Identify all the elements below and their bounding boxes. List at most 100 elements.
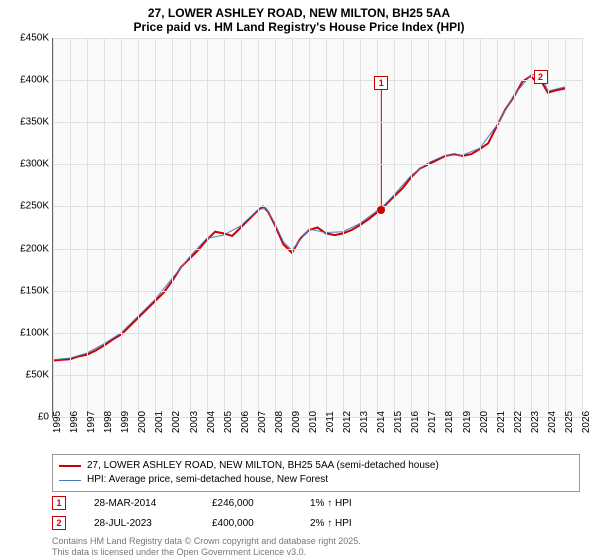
gridline	[53, 206, 582, 207]
gridline-vertical	[565, 38, 566, 417]
marker-date: 28-MAR-2014	[94, 498, 184, 509]
attribution-line1: Contains HM Land Registry data © Crown c…	[52, 536, 590, 547]
x-axis: 1995199619971998199920002001200220032004…	[52, 418, 582, 450]
gridline	[53, 375, 582, 376]
gridline-vertical	[480, 38, 481, 417]
gridline-vertical	[155, 38, 156, 417]
x-axis-label: 2005	[223, 411, 234, 433]
gridline-vertical	[138, 38, 139, 417]
marker-number-box: 1	[52, 496, 66, 510]
gridline-vertical	[241, 38, 242, 417]
x-axis-label: 2008	[274, 411, 285, 433]
gridline-vertical	[104, 38, 105, 417]
y-axis-label: £250K	[20, 201, 53, 212]
x-axis-label: 2013	[359, 411, 370, 433]
gridline-vertical	[326, 38, 327, 417]
y-axis-label: £450K	[20, 33, 53, 44]
marker-price: £246,000	[212, 498, 282, 509]
price-point-marker	[377, 206, 385, 214]
marker-diff: 2% ↑ HPI	[310, 518, 390, 529]
gridline-vertical	[394, 38, 395, 417]
gridline-vertical	[531, 38, 532, 417]
x-axis-label: 2024	[547, 411, 558, 433]
gridline-vertical	[207, 38, 208, 417]
gridline-vertical	[360, 38, 361, 417]
y-axis-label: £150K	[20, 285, 53, 296]
legend-swatch-1	[59, 465, 81, 467]
marker-number-box: 2	[52, 516, 66, 530]
legend-swatch-2	[59, 480, 81, 481]
plot-area: £0£50K£100K£150K£200K£250K£300K£350K£400…	[52, 38, 582, 418]
x-axis-label: 2016	[410, 411, 421, 433]
x-axis-label: 2000	[137, 411, 148, 433]
x-axis-label: 2010	[308, 411, 319, 433]
gridline-vertical	[172, 38, 173, 417]
gridline-vertical	[190, 38, 191, 417]
legend-row-1: 27, LOWER ASHLEY ROAD, NEW MILTON, BH25 …	[59, 459, 573, 473]
legend-label-1: 27, LOWER ASHLEY ROAD, NEW MILTON, BH25 …	[87, 459, 439, 473]
x-axis-label: 2004	[206, 411, 217, 433]
callout-box: 2	[534, 70, 548, 84]
marker-diff: 1% ↑ HPI	[310, 498, 390, 509]
x-axis-label: 2019	[462, 411, 473, 433]
x-axis-label: 2025	[564, 411, 575, 433]
x-axis-label: 2018	[444, 411, 455, 433]
gridline	[53, 38, 582, 39]
gridline-vertical	[428, 38, 429, 417]
x-axis-label: 2002	[171, 411, 182, 433]
x-axis-label: 1999	[120, 411, 131, 433]
legend-row-2: HPI: Average price, semi-detached house,…	[59, 473, 573, 487]
gridline	[53, 333, 582, 334]
marker-info-row: 1 28-MAR-2014 £246,000 1% ↑ HPI	[52, 496, 580, 510]
gridline-vertical	[275, 38, 276, 417]
gridline-vertical	[121, 38, 122, 417]
x-axis-label: 2022	[513, 411, 524, 433]
x-axis-label: 1998	[103, 411, 114, 433]
y-axis-label: £50K	[26, 369, 53, 380]
gridline-vertical	[53, 38, 54, 417]
gridline-vertical	[309, 38, 310, 417]
gridline-vertical	[292, 38, 293, 417]
x-axis-label: 2007	[257, 411, 268, 433]
gridline-vertical	[411, 38, 412, 417]
gridline	[53, 80, 582, 81]
attribution: Contains HM Land Registry data © Crown c…	[52, 536, 590, 558]
y-axis-label: £0	[38, 412, 53, 423]
marker-info-row: 228-JUL-2023£400,0002% ↑ HPI	[52, 516, 580, 530]
x-axis-label: 1996	[69, 411, 80, 433]
gridline-vertical	[258, 38, 259, 417]
attribution-line2: This data is licensed under the Open Gov…	[52, 547, 590, 558]
x-axis-label: 2014	[376, 411, 387, 433]
chart-container: 27, LOWER ASHLEY ROAD, NEW MILTON, BH25 …	[0, 0, 600, 560]
x-axis-label: 1995	[52, 411, 63, 433]
title-line1: 27, LOWER ASHLEY ROAD, NEW MILTON, BH25 …	[8, 6, 590, 20]
gridline-vertical	[445, 38, 446, 417]
x-axis-label: 1997	[86, 411, 97, 433]
y-axis-label: £100K	[20, 327, 53, 338]
x-axis-label: 2020	[479, 411, 490, 433]
marker-date: 28-JUL-2023	[94, 518, 184, 529]
y-axis-label: £400K	[20, 75, 53, 86]
x-axis-label: 2006	[240, 411, 251, 433]
x-axis-label: 2009	[291, 411, 302, 433]
line-svg	[53, 38, 582, 417]
gridline-vertical	[70, 38, 71, 417]
legend: 27, LOWER ASHLEY ROAD, NEW MILTON, BH25 …	[52, 454, 580, 492]
gridline-vertical	[463, 38, 464, 417]
x-axis-label: 2001	[154, 411, 165, 433]
x-axis-label: 2011	[325, 411, 336, 433]
x-axis-label: 2003	[189, 411, 200, 433]
x-axis-label: 2021	[496, 411, 507, 433]
gridline-vertical	[582, 38, 583, 417]
x-axis-label: 2023	[530, 411, 541, 433]
gridline-vertical	[377, 38, 378, 417]
legend-label-2: HPI: Average price, semi-detached house,…	[87, 473, 328, 487]
gridline	[53, 291, 582, 292]
gridline-vertical	[548, 38, 549, 417]
x-axis-label: 2012	[342, 411, 353, 433]
title-line2: Price paid vs. HM Land Registry's House …	[8, 20, 590, 34]
gridline-vertical	[87, 38, 88, 417]
x-axis-label: 2015	[393, 411, 404, 433]
x-axis-label: 2017	[427, 411, 438, 433]
gridline-vertical	[514, 38, 515, 417]
